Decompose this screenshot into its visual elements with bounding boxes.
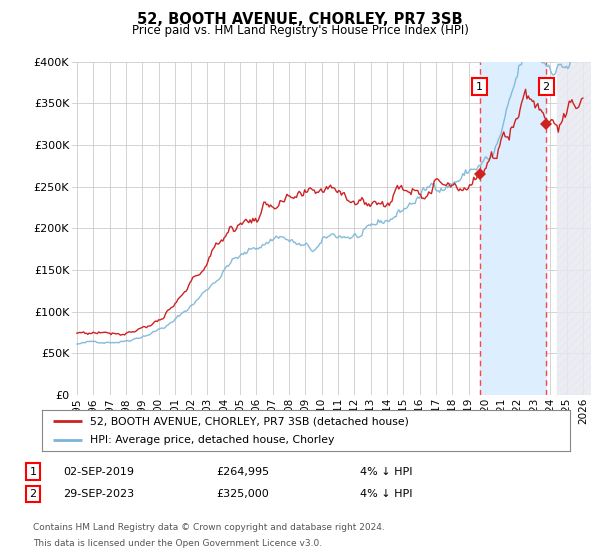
Text: 02-SEP-2019: 02-SEP-2019 [63,466,134,477]
Text: Price paid vs. HM Land Registry's House Price Index (HPI): Price paid vs. HM Land Registry's House … [131,24,469,37]
Text: HPI: Average price, detached house, Chorley: HPI: Average price, detached house, Chor… [89,435,334,445]
Text: 2: 2 [29,489,37,499]
Text: 29-SEP-2023: 29-SEP-2023 [63,489,134,499]
Text: 1: 1 [29,466,37,477]
Text: 2: 2 [542,82,550,92]
Text: This data is licensed under the Open Government Licence v3.0.: This data is licensed under the Open Gov… [33,539,322,548]
Text: 52, BOOTH AVENUE, CHORLEY, PR7 3SB: 52, BOOTH AVENUE, CHORLEY, PR7 3SB [137,12,463,27]
Text: 52, BOOTH AVENUE, CHORLEY, PR7 3SB (detached house): 52, BOOTH AVENUE, CHORLEY, PR7 3SB (deta… [89,417,409,426]
Text: £264,995: £264,995 [216,466,269,477]
Bar [557,62,600,395]
Text: 4% ↓ HPI: 4% ↓ HPI [360,489,413,499]
Text: 1: 1 [476,82,483,92]
Bar [479,62,546,395]
Text: Contains HM Land Registry data © Crown copyright and database right 2024.: Contains HM Land Registry data © Crown c… [33,523,385,532]
Text: 4% ↓ HPI: 4% ↓ HPI [360,466,413,477]
Text: £325,000: £325,000 [216,489,269,499]
